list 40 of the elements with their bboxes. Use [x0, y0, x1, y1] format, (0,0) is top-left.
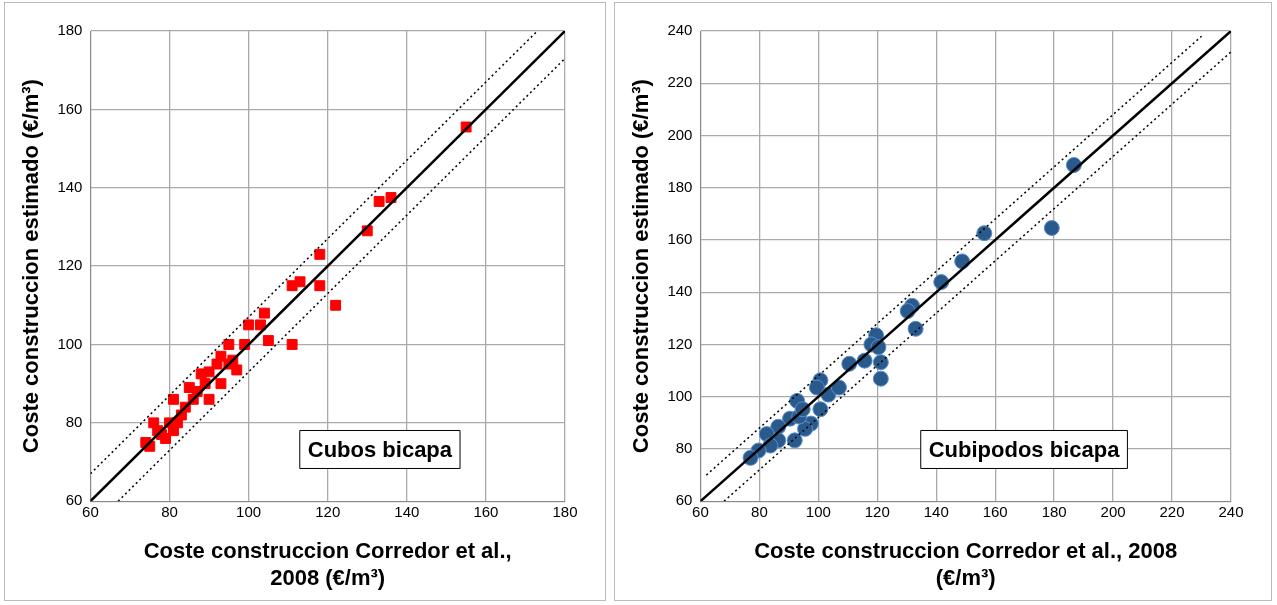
x-tick-label: 240 — [1218, 503, 1244, 521]
y-axis-title: Coste construccion estimado (€/m³) — [628, 79, 654, 454]
x-tick-label: 140 — [923, 503, 949, 521]
x-tick-label: 140 — [394, 503, 420, 521]
y-tick-label: 120 — [667, 334, 693, 352]
y-tick-label: 200 — [667, 125, 693, 143]
x-tick-label: 200 — [1100, 503, 1126, 521]
x-tick-label: 160 — [982, 503, 1008, 521]
x-tick-label: 100 — [236, 503, 262, 521]
y-tick-label: 160 — [57, 99, 83, 117]
y-tick-label: 80 — [65, 412, 83, 430]
y-tick-label: 140 — [57, 177, 83, 195]
y-tick-label: 140 — [667, 282, 693, 300]
y-tick-label: 100 — [57, 334, 83, 352]
y-tick-label: 220 — [667, 73, 693, 91]
y-tick-label: 160 — [667, 230, 693, 248]
x-tick-label: 120 — [864, 503, 890, 521]
y-axis-title: Coste construccion estimado (€/m³) — [18, 79, 44, 454]
x-tick-label: 100 — [805, 503, 831, 521]
x-tick-label: 120 — [315, 503, 341, 521]
x-tick-label: 80 — [751, 503, 768, 521]
annotation: Cubipodos bicapa — [928, 436, 1121, 462]
y-tick-label: 100 — [667, 386, 693, 404]
annotation: Cubos bicapa — [307, 436, 453, 462]
y-tick-label: 180 — [667, 177, 693, 195]
y-tick-label: 60 — [65, 491, 83, 509]
y-tick-label: 240 — [667, 21, 693, 39]
x-axis-title: Coste construccion Corredor et al., 2008 (€/m³) — [754, 538, 1178, 590]
x-tick-label: 220 — [1159, 503, 1185, 521]
y-tick-label: 80 — [675, 439, 693, 457]
y-tick-label: 60 — [675, 491, 693, 509]
x-tick-label: 60 — [82, 503, 99, 521]
y-tick-label: 180 — [57, 21, 83, 39]
x-tick-label: 80 — [161, 503, 178, 521]
x-tick-label: 160 — [473, 503, 499, 521]
x-axis-title: Coste construccion Corredor et al., 2008 (€/m³) — [143, 538, 512, 590]
x-tick-label: 180 — [552, 503, 578, 521]
x-tick-label: 60 — [692, 503, 709, 521]
x-tick-label: 180 — [1041, 503, 1067, 521]
y-tick-label: 120 — [57, 256, 83, 274]
